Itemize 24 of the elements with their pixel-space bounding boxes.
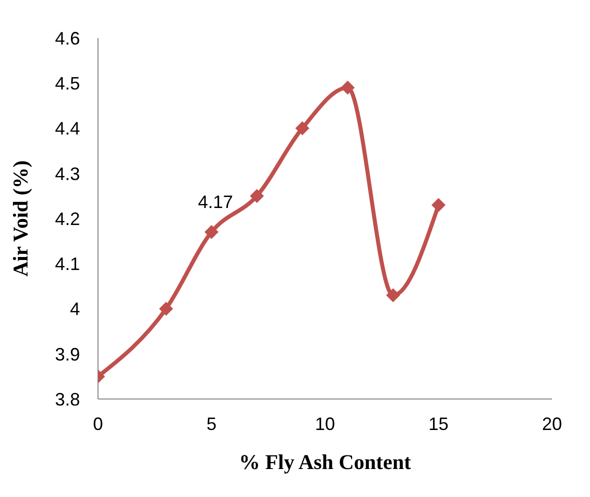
annotation: 4.17 [198,192,234,212]
y-tick-label: 4 [70,299,80,320]
point [432,198,446,212]
x-axis-title: % Fly Ash Content [238,450,412,474]
x-tick-label: 15 [428,414,449,434]
y-tick-label: 4.2 [54,208,80,229]
y-tick-label: 4.4 [54,118,80,139]
y-tick-label: 4.5 [54,74,80,94]
y-tick-label: 4.6 [54,28,80,48]
y-tick-label: 3.8 [54,389,80,410]
y-tick-label: 3.9 [54,344,80,364]
x-tick-label: 20 [542,414,562,434]
point [159,302,174,316]
y-axis-title: Air Void (%) [8,160,32,277]
y-tick-label: 4.3 [54,164,80,184]
x-tick-label: 0 [92,414,104,434]
point [250,188,264,203]
y-tick-label: 4.1 [54,254,80,274]
point [204,225,218,240]
x-tick-label: 10 [314,414,336,434]
point [295,121,310,136]
point [340,80,355,95]
x-tick-label: 5 [206,414,217,434]
point [386,288,400,302]
